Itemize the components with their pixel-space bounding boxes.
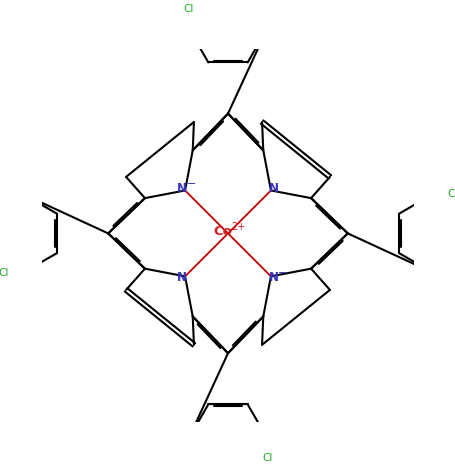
Text: N: N xyxy=(177,183,187,196)
Text: N: N xyxy=(268,271,278,284)
Text: Co: Co xyxy=(213,226,232,239)
Text: 2+: 2+ xyxy=(230,222,245,232)
Text: Cl: Cl xyxy=(447,189,455,199)
Text: −: − xyxy=(277,269,286,278)
Text: Cl: Cl xyxy=(0,268,8,278)
Text: Cl: Cl xyxy=(262,453,272,463)
Text: Cl: Cl xyxy=(183,4,193,14)
Text: N: N xyxy=(268,183,278,196)
Text: −: − xyxy=(186,179,195,190)
Text: N: N xyxy=(177,271,187,284)
